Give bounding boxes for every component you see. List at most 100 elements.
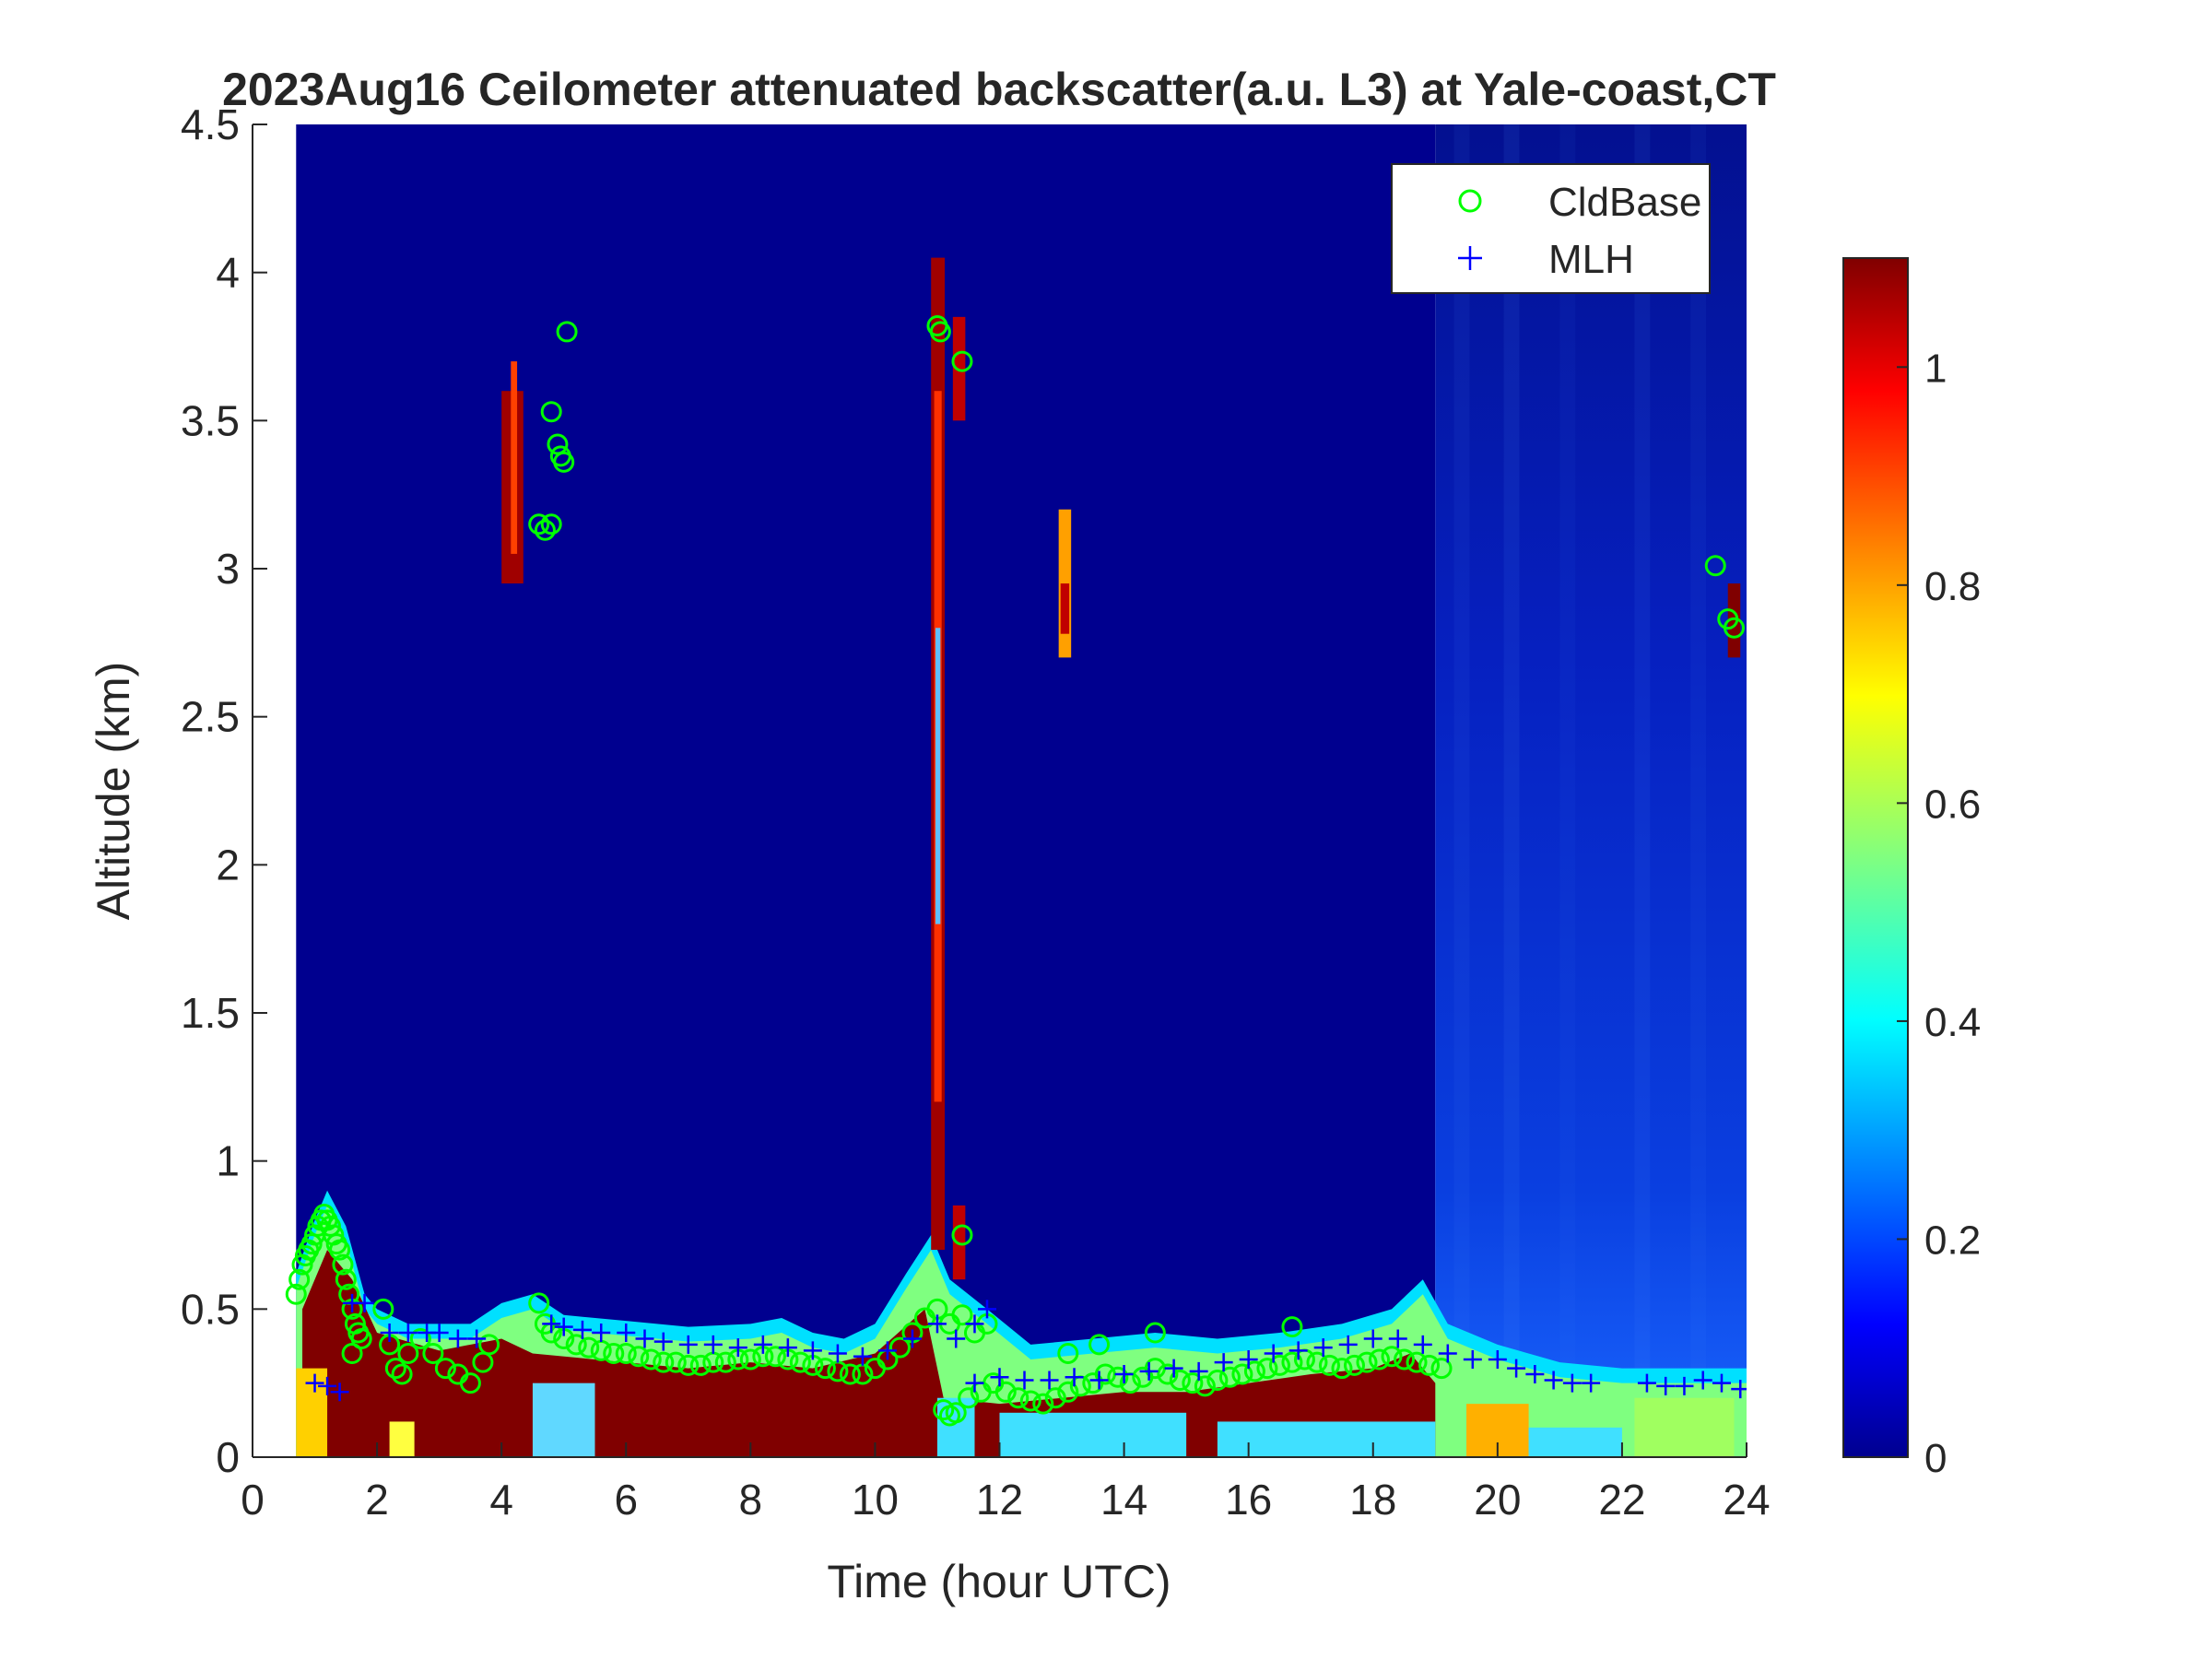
legend-box [1391, 163, 1711, 294]
cldbase-marker [951, 1224, 973, 1246]
x-tick-label: 6 [614, 1476, 638, 1524]
heatmap-background [296, 124, 1436, 1457]
mlh-marker [1239, 1349, 1258, 1369]
cldbase-marker [553, 451, 575, 473]
mlh-marker [965, 1314, 984, 1334]
heatmap-surface-patch [999, 1412, 1187, 1457]
mlh-marker [1388, 1329, 1407, 1348]
cldbase-marker [839, 1363, 861, 1385]
colorbar-tick-label: 0.8 [1924, 564, 1981, 609]
mlh-marker [1693, 1371, 1712, 1390]
cldbase-marker [434, 1358, 456, 1380]
mlh-marker [1264, 1344, 1283, 1363]
mlh-marker [1488, 1349, 1507, 1369]
mlh-marker [1015, 1371, 1034, 1390]
legend-mlh-marker [1458, 246, 1482, 270]
legend-label: MLH [1548, 237, 1634, 282]
mlh-marker [429, 1324, 449, 1343]
mlh-marker [877, 1341, 897, 1360]
y-axis-label: Altitude (km) [88, 662, 139, 921]
cldbase-marker [1019, 1390, 1041, 1412]
mlh-marker [1338, 1335, 1358, 1354]
cldbase-marker [528, 513, 550, 535]
y-tick-label: 4 [216, 249, 240, 297]
cldbase-marker [1057, 1381, 1079, 1403]
mlh-marker [542, 1314, 561, 1334]
cldbase-marker [409, 1327, 431, 1349]
cldbase-marker [534, 519, 556, 541]
mlh-marker [1089, 1371, 1109, 1390]
cldbase-marker [1343, 1354, 1365, 1376]
cldbase-marker [1256, 1358, 1278, 1380]
y-tick-label: 2 [216, 841, 240, 888]
cldbase-marker [478, 1334, 500, 1356]
cldbase-marker [1094, 1363, 1116, 1385]
colorbar-tick-label: 0.4 [1924, 1000, 1981, 1045]
heatmap-night-layer [1435, 124, 1747, 1457]
cldbase-marker [929, 321, 951, 343]
mlh-marker [1525, 1365, 1545, 1384]
cldbase-marker [1381, 1346, 1403, 1368]
mlh-marker [703, 1335, 723, 1354]
mlh-marker [592, 1324, 611, 1343]
cldbase-marker [372, 1298, 394, 1320]
mlh-marker [778, 1338, 797, 1358]
mlh-marker [1114, 1365, 1134, 1384]
mlh-marker [1139, 1361, 1159, 1381]
mlh-marker [728, 1338, 747, 1358]
heatmap-surface-patch [532, 1382, 595, 1457]
mlh-marker [635, 1329, 654, 1348]
mlh-marker [1413, 1335, 1432, 1354]
cldbase-marker [814, 1358, 836, 1380]
mlh-marker [1562, 1373, 1582, 1393]
mlh-marker [1288, 1341, 1308, 1360]
cldbase-marker [1144, 1322, 1166, 1344]
mlh-marker [572, 1320, 592, 1339]
heatmap-night-streak [1453, 124, 1470, 1457]
mlh-marker [617, 1324, 636, 1343]
heatmap-night-streak [1634, 124, 1651, 1457]
mlh-marker [1065, 1368, 1084, 1387]
mlh-marker [355, 1293, 374, 1312]
cldbase-marker [1088, 1334, 1111, 1356]
mlh-marker [947, 1329, 966, 1348]
y-tick-label: 3.5 [181, 396, 240, 444]
x-tick-label: 12 [976, 1476, 1023, 1524]
cldbase-marker [1318, 1354, 1340, 1376]
cldbase-marker [888, 1336, 911, 1359]
x-tick-label: 20 [1474, 1476, 1521, 1524]
cldbase-marker [1169, 1369, 1191, 1391]
cldbase-marker [391, 1363, 413, 1385]
mlh-marker [1040, 1371, 1059, 1390]
heatmap-night-streak [1559, 124, 1576, 1457]
mlh-marker [828, 1344, 847, 1363]
cldbase-marker [665, 1351, 687, 1373]
cldbase-marker [288, 1268, 311, 1290]
mlh-marker [1438, 1344, 1457, 1363]
colorbar-tick-label: 0.2 [1924, 1218, 1981, 1263]
heatmap-surface-patch [389, 1421, 415, 1457]
x-tick-label: 10 [852, 1476, 899, 1524]
mlh-marker [965, 1373, 984, 1393]
mlh-marker [305, 1373, 324, 1393]
colorbar-tick-label: 0.6 [1924, 782, 1981, 827]
cldbase-marker [1418, 1354, 1441, 1376]
cldbase-marker [1182, 1372, 1204, 1394]
x-tick-label: 2 [365, 1476, 389, 1524]
cldbase-marker [1243, 1360, 1265, 1382]
cldbase-marker [1268, 1354, 1290, 1376]
cldbase-marker [540, 401, 562, 423]
backscatter-heatmap [296, 124, 1747, 1457]
cldbase-marker [628, 1346, 650, 1368]
x-tick-label: 8 [739, 1476, 763, 1524]
cldbase-marker [653, 1351, 675, 1373]
mlh-marker [1164, 1359, 1183, 1378]
mlh-marker [803, 1341, 822, 1360]
mlh-marker [467, 1329, 487, 1348]
cldbase-marker [764, 1346, 786, 1368]
y-tick-label: 4.5 [181, 100, 240, 148]
cldbase-marker [397, 1343, 419, 1365]
cldbase-marker [1194, 1375, 1216, 1397]
mlh-marker [1214, 1353, 1233, 1372]
cldbase-marker [1281, 1316, 1303, 1338]
